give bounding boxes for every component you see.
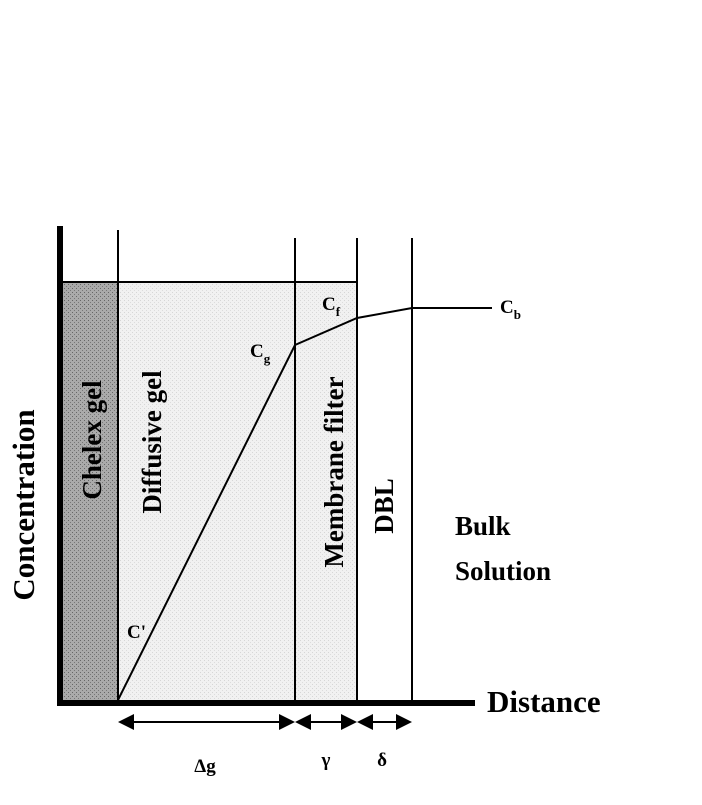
width-label: Δg xyxy=(194,756,216,777)
width-label: δ xyxy=(377,750,387,771)
chelex-region xyxy=(62,282,118,702)
concentration-profile xyxy=(117,307,492,701)
y-label: Concentration xyxy=(6,409,41,600)
region-label: Chelex gel xyxy=(77,380,107,500)
diffusive-region xyxy=(118,282,295,702)
point-label: Cb xyxy=(500,297,521,322)
point-label: Cf xyxy=(322,294,341,319)
point-label: Cg xyxy=(250,341,271,366)
width-label: γ xyxy=(321,750,331,771)
x-label: Distance xyxy=(487,684,601,719)
bulk-label: Solution xyxy=(455,556,551,586)
region-label: Diffusive gel xyxy=(137,370,167,514)
point-label: C' xyxy=(127,622,146,643)
bulk-label: Bulk xyxy=(455,511,511,541)
membrane-region xyxy=(295,282,357,702)
region-label: Membrane filter xyxy=(319,376,349,567)
region-label: DBL xyxy=(369,478,399,534)
